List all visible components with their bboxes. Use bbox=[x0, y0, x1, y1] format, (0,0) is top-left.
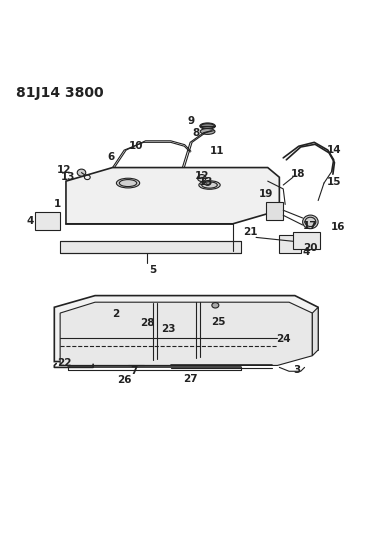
Text: 2: 2 bbox=[112, 309, 119, 319]
Ellipse shape bbox=[199, 181, 220, 189]
Text: 24: 24 bbox=[276, 334, 291, 344]
Text: 17: 17 bbox=[303, 221, 318, 231]
Ellipse shape bbox=[212, 303, 219, 308]
Text: 25: 25 bbox=[211, 317, 225, 327]
Text: 5: 5 bbox=[150, 265, 157, 276]
Polygon shape bbox=[312, 307, 318, 356]
Text: 4: 4 bbox=[302, 247, 310, 257]
Text: 6: 6 bbox=[107, 152, 114, 161]
Text: 27: 27 bbox=[183, 374, 197, 384]
Ellipse shape bbox=[116, 178, 140, 188]
Polygon shape bbox=[60, 241, 241, 253]
Text: 12: 12 bbox=[57, 165, 71, 175]
Text: 7: 7 bbox=[130, 366, 138, 376]
Ellipse shape bbox=[303, 215, 318, 229]
Text: 21: 21 bbox=[243, 227, 258, 237]
Text: 15: 15 bbox=[326, 177, 341, 187]
Polygon shape bbox=[293, 231, 320, 249]
Text: 11: 11 bbox=[210, 146, 225, 156]
Polygon shape bbox=[279, 236, 301, 253]
Text: 10: 10 bbox=[128, 141, 143, 151]
Ellipse shape bbox=[200, 123, 215, 129]
Text: 13: 13 bbox=[61, 172, 75, 182]
Ellipse shape bbox=[197, 174, 206, 182]
Text: 19: 19 bbox=[259, 189, 274, 199]
Text: 20: 20 bbox=[303, 243, 318, 253]
Text: 14: 14 bbox=[326, 145, 341, 155]
Text: 3: 3 bbox=[293, 365, 300, 375]
Ellipse shape bbox=[77, 169, 86, 176]
Text: 18: 18 bbox=[291, 169, 305, 179]
Text: 81J14 3800: 81J14 3800 bbox=[16, 86, 103, 100]
Polygon shape bbox=[266, 203, 283, 220]
Text: 4: 4 bbox=[26, 216, 34, 226]
Polygon shape bbox=[60, 302, 312, 366]
Text: 28: 28 bbox=[140, 318, 155, 328]
Polygon shape bbox=[54, 296, 318, 361]
Text: 9: 9 bbox=[187, 116, 194, 126]
Polygon shape bbox=[35, 212, 60, 230]
Text: 1: 1 bbox=[54, 199, 61, 209]
Ellipse shape bbox=[200, 128, 215, 134]
Polygon shape bbox=[66, 167, 279, 224]
Text: 23: 23 bbox=[161, 325, 176, 334]
Text: 22: 22 bbox=[57, 359, 71, 368]
Text: 12: 12 bbox=[194, 171, 209, 181]
Text: 16: 16 bbox=[331, 222, 346, 232]
Text: 13: 13 bbox=[198, 177, 213, 187]
Text: 8: 8 bbox=[192, 128, 199, 139]
Text: 26: 26 bbox=[117, 375, 132, 385]
